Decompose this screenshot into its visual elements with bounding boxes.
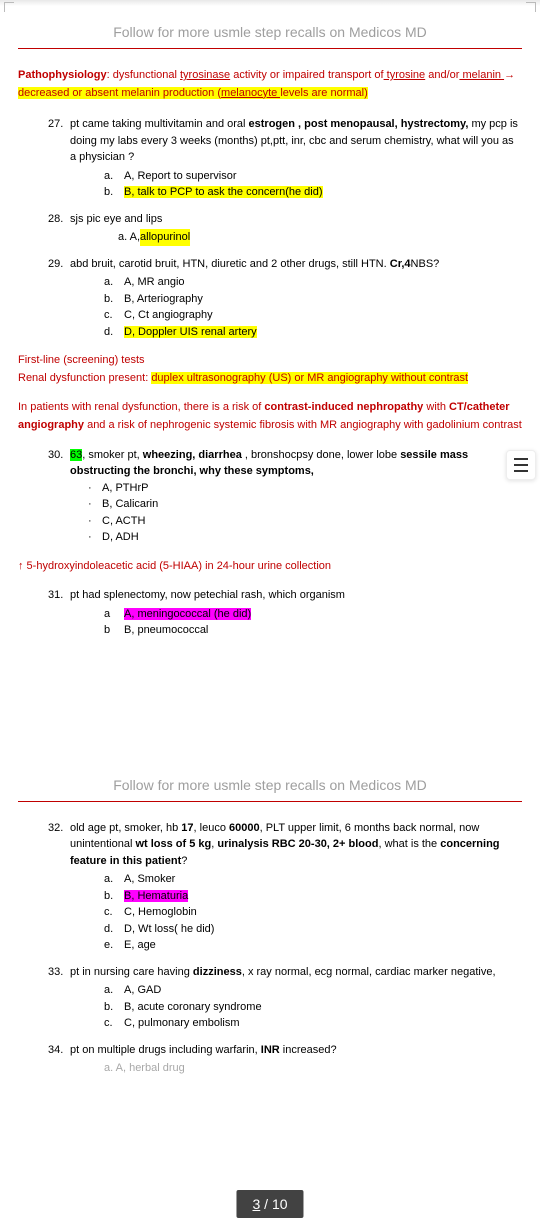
q33-option-c: c.C, pulmonary embolism: [104, 1015, 522, 1032]
q30-option-d: ·D, ADH: [88, 529, 522, 546]
q27-option-a: a.A, Report to supervisor: [104, 168, 522, 185]
q32-option-b: b.B, Hematuria: [104, 888, 522, 905]
q28-stem: sjs pic eye and lips: [70, 211, 522, 228]
q30-stem: 63, smoker pt, wheezing, diarrhea , bron…: [70, 447, 522, 480]
total-pages: 10: [272, 1196, 288, 1212]
q29-option-b: b.B, Arteriography: [104, 291, 522, 308]
question-34: 34. pt on multiple drugs including warfa…: [48, 1042, 522, 1077]
page-corner-tr: [526, 2, 536, 12]
q28-option-a: a. A, allopurinol: [118, 229, 522, 246]
q29-explanation: First-line (screening) tests Renal dysfu…: [18, 352, 522, 387]
page-header: Follow for more usmle step recalls on Me…: [18, 6, 522, 48]
q30-explanation: ↑ 5-hydroxyindoleacetic acid (5-HIAA) in…: [18, 558, 522, 576]
q32-option-d: d.D, Wt loss( he did): [104, 921, 522, 938]
question-27: 27. pt came taking multivitamin and oral…: [48, 116, 522, 201]
q29-option-d: d.D, Doppler UIS renal artery: [104, 324, 522, 341]
q29-option-a: a.A, MR angio: [104, 274, 522, 291]
current-page: 3: [252, 1196, 260, 1212]
q30-option-c: ·C, ACTH: [88, 513, 522, 530]
q31-option-a: aA, meningococcal (he did): [104, 606, 522, 623]
q29-explanation-2: In patients with renal dysfunction, ther…: [18, 399, 522, 434]
page-corner-tl: [4, 2, 14, 12]
question-29: 29. abd bruit, carotid bruit, HTN, diure…: [48, 256, 522, 341]
q32-option-a: a.A, Smoker: [104, 871, 522, 888]
q32-option-e: e.E, age: [104, 937, 522, 954]
question-30: 30. 63, smoker pt, wheezing, diarrhea , …: [48, 447, 522, 546]
page-indicator[interactable]: 3 / 10: [236, 1190, 303, 1218]
q29-stem: abd bruit, carotid bruit, HTN, diuretic …: [70, 256, 522, 273]
patho-lead: Pathophysiology: [18, 69, 107, 81]
q33-number: 33.: [48, 964, 70, 981]
q28-number: 28.: [48, 211, 70, 228]
question-32: 32. old age pt, smoker, hb 17, leuco 600…: [48, 820, 522, 954]
q31-option-b: bB, pneumococcal: [104, 622, 522, 639]
page-header-2: Follow for more usmle step recalls on Me…: [18, 759, 522, 801]
pathophysiology-note: Pathophysiology: dysfunctional tyrosinas…: [18, 67, 522, 102]
header-rule: [18, 48, 522, 49]
q33-stem: pt in nursing care having dizziness, x r…: [70, 964, 522, 981]
q31-number: 31.: [48, 587, 70, 604]
header-rule-2: [18, 801, 522, 802]
q32-option-c: c.C, Hemoglobin: [104, 904, 522, 921]
q27-number: 27.: [48, 116, 70, 133]
q32-stem: old age pt, smoker, hb 17, leuco 60000, …: [70, 820, 522, 870]
q27-option-b: b.B, talk to PCP to ask the concern(he d…: [104, 184, 522, 201]
question-31: 31. pt had splenectomy, now petechial ra…: [48, 587, 522, 639]
q32-number: 32.: [48, 820, 70, 837]
q34-option-a: a. A, herbal drug: [104, 1060, 522, 1077]
q34-stem: pt on multiple drugs including warfarin,…: [70, 1042, 522, 1059]
q29-option-c: c.C, Ct angiography: [104, 307, 522, 324]
q33-option-b: b.B, acute coronary syndrome: [104, 999, 522, 1016]
q27-stem: pt came taking multivitamin and oral est…: [70, 116, 522, 166]
q30-option-b: ·B, Calicarin: [88, 496, 522, 513]
question-33: 33. pt in nursing care having dizziness,…: [48, 964, 522, 1032]
q30-option-a: ·A, PTHrP: [88, 480, 522, 497]
question-28: 28. sjs pic eye and lips a. A, allopurin…: [48, 211, 522, 246]
menu-button[interactable]: [506, 450, 536, 480]
q31-stem: pt had splenectomy, now petechial rash, …: [70, 587, 522, 604]
hamburger-icon: [514, 458, 528, 460]
q29-number: 29.: [48, 256, 70, 273]
q33-option-a: a.A, GAD: [104, 982, 522, 999]
q34-number: 34.: [48, 1042, 70, 1059]
q30-number: 30.: [48, 447, 70, 464]
